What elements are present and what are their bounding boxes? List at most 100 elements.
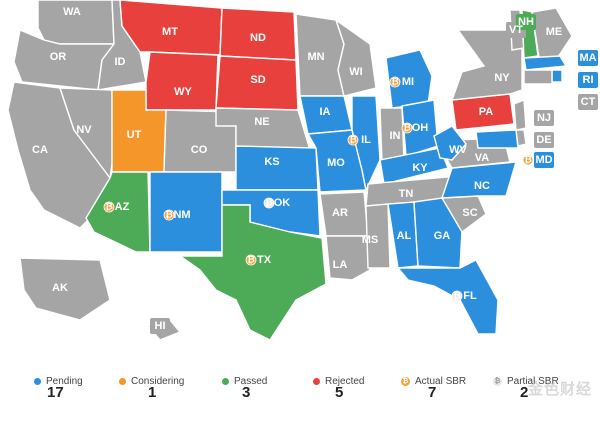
svg-text:₿: ₿ <box>247 255 255 266</box>
state-label-nc: NC <box>474 180 490 192</box>
state-label-or: OR <box>50 51 67 63</box>
state-callout-ma <box>578 50 598 66</box>
state-label-la: LA <box>333 259 348 271</box>
passed-dot-icon <box>222 378 229 385</box>
bitcoin-coin-partial-icon-ok: ₿ <box>263 198 275 209</box>
state-label-id: ID <box>115 56 126 68</box>
state-label-tn: TN <box>399 188 414 200</box>
state-label-ga: GA <box>434 230 451 242</box>
legend-count-pending: 17 <box>47 384 64 401</box>
legend-label: Rejected <box>325 376 365 387</box>
state-label-nj: NJ <box>537 112 551 124</box>
svg-text:₿: ₿ <box>391 77 399 88</box>
legend-item-partial-sbr: ₿ Partial SBR <box>493 376 583 387</box>
state-label-sd: SD <box>250 74 265 86</box>
state-label-vt: VT <box>509 24 523 36</box>
state-callout-ct <box>578 94 598 110</box>
bitcoin-coin-icon-mi: ₿ <box>389 77 401 88</box>
state-callout-de <box>534 132 554 148</box>
bitcoin-coin-icon-tx: ₿ <box>245 255 257 266</box>
state-shape-wy <box>145 51 219 111</box>
state-shape-ak <box>19 257 111 321</box>
state-label-mi: MI <box>402 76 414 88</box>
state-label-oh: OH <box>412 122 429 134</box>
pending-dot-icon <box>34 378 41 385</box>
bitcoin-coin-icon-il: ₿ <box>347 135 359 146</box>
state-shape-la <box>325 235 371 281</box>
state-shape-ma <box>523 55 568 71</box>
state-shape-ct <box>523 69 553 85</box>
state-label-nv: NV <box>76 124 92 136</box>
considering-dot-icon <box>119 378 126 385</box>
state-label-me: ME <box>546 26 563 38</box>
state-label-ri: RI <box>583 74 594 86</box>
bitcoin-coin-icon-az: ₿ <box>103 202 115 213</box>
bitcoin-coin-white-icon: ₿ <box>493 377 502 386</box>
state-label-wa: WA <box>63 6 81 18</box>
state-label-ne: NE <box>254 116 269 128</box>
state-label-wy: WY <box>174 86 192 98</box>
legend-item-considering: Considering <box>119 376 209 387</box>
legend-item-actual-sbr: ₿ Actual SBR <box>401 376 491 387</box>
state-shape-wv <box>433 125 467 161</box>
rejected-dot-icon <box>313 378 320 385</box>
state-label-mo: MO <box>327 157 345 169</box>
state-shape-ms <box>365 203 391 269</box>
state-shape-nj <box>513 98 527 131</box>
legend-item-rejected: Rejected <box>313 376 403 387</box>
state-shape-ky <box>379 147 449 185</box>
state-shape-ks <box>235 145 319 191</box>
legend-count-partial-sbr: 2 <box>520 384 529 401</box>
state-label-md: MD <box>535 154 552 166</box>
legend-label: Partial SBR <box>507 376 559 387</box>
legend-label: Considering <box>131 376 185 387</box>
state-label-nh: NH <box>518 16 534 28</box>
state-shape-md <box>475 129 519 149</box>
state-label-co: CO <box>191 144 208 156</box>
legend-count-passed: 3 <box>242 384 251 401</box>
state-label-pa: PA <box>479 106 494 118</box>
state-label-ak: AK <box>52 282 68 294</box>
svg-text:₿: ₿ <box>403 123 411 134</box>
legend-item-pending: Pending <box>34 376 124 387</box>
state-label-ia: IA <box>320 106 331 118</box>
state-label-nd: ND <box>250 32 266 44</box>
state-label-al: AL <box>397 230 412 242</box>
state-label-wv: WV <box>449 144 467 156</box>
state-shape-tx <box>177 204 327 341</box>
state-label-va: VA <box>475 152 490 164</box>
legend-label: Passed <box>234 376 268 387</box>
legend-label: Actual SBR <box>415 376 467 387</box>
state-label-ms: MS <box>362 234 379 246</box>
state-label-ok: OK <box>274 197 291 209</box>
state-callout-md <box>534 152 554 168</box>
state-label-ca: CA <box>32 144 48 156</box>
state-callout-nh <box>516 14 536 30</box>
state-label-ny: NY <box>494 72 510 84</box>
state-label-ma: MA <box>579 52 596 64</box>
bitcoin-coin-icon-md: ₿ <box>522 155 534 166</box>
state-label-nm: NM <box>173 209 190 221</box>
legend-label: Pending <box>46 376 83 387</box>
state-shape-az <box>85 171 151 253</box>
us-state-map: WA OR CA ID NV MT WY UT AZ CO NM ND SD NE KS OK TX MN IA MO… <box>7 0 598 341</box>
state-label-hi: HI <box>155 320 166 332</box>
svg-text:₿: ₿ <box>165 210 173 221</box>
svg-text:₿: ₿ <box>265 198 273 209</box>
state-callout-nj <box>534 110 554 126</box>
state-label-de: DE <box>536 134 551 146</box>
state-shape-fl <box>396 259 499 335</box>
state-label-fl: FL <box>463 290 477 302</box>
svg-text:₿: ₿ <box>453 291 461 302</box>
bitcoin-coin-icon-nm: ₿ <box>163 210 175 221</box>
legend-count-considering: 1 <box>148 384 157 401</box>
state-shape-wi <box>334 18 377 97</box>
state-label-in: IN <box>390 130 401 142</box>
state-label-ky: KY <box>412 162 428 174</box>
state-label-az: AZ <box>115 201 130 213</box>
state-callout-ri <box>578 72 598 88</box>
state-label-tx: TX <box>257 254 272 266</box>
legend: Pending 17 Considering 1 Passed 3 Reject… <box>0 360 600 425</box>
legend-item-passed: Passed <box>222 376 312 387</box>
